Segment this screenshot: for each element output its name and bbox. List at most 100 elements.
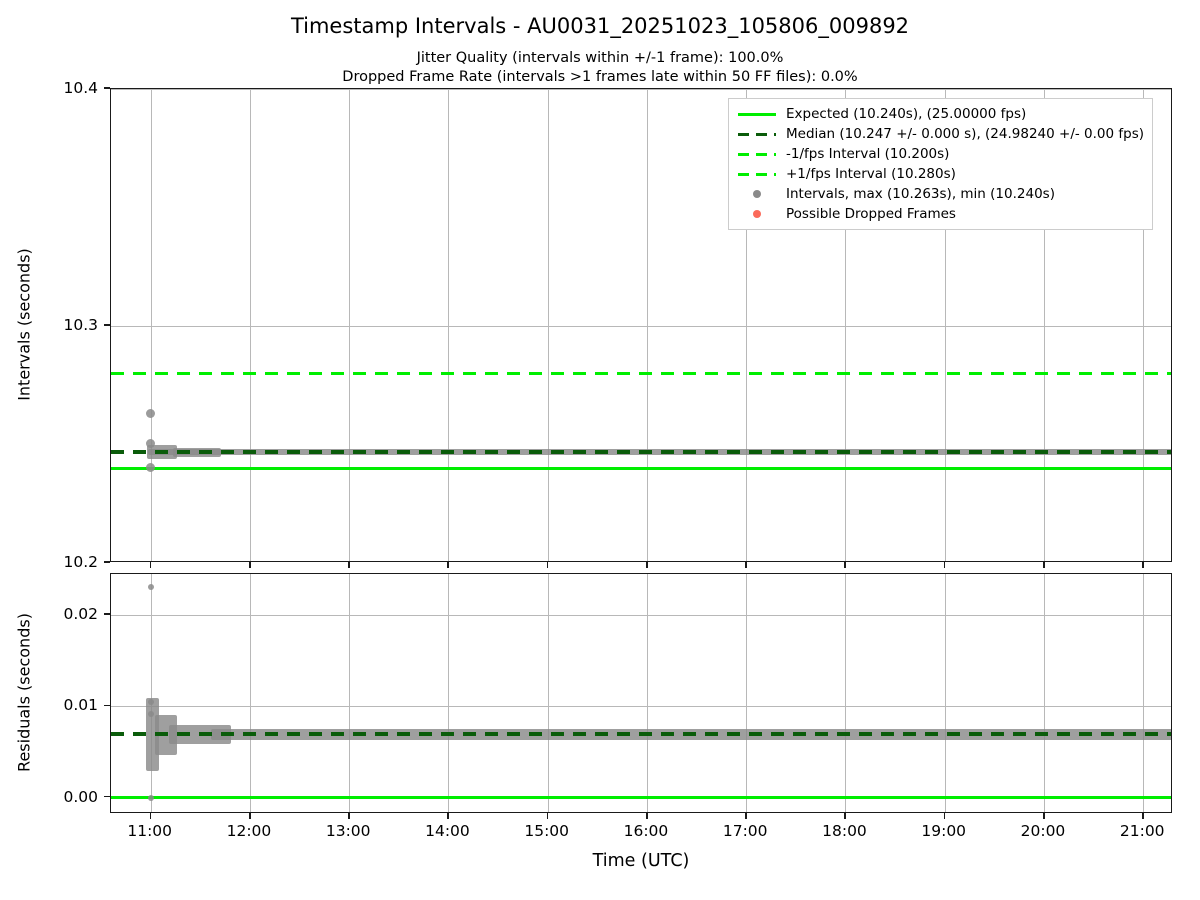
x-axis-tick (1142, 562, 1144, 568)
dropped-frame-rate-subtitle: Dropped Frame Rate (intervals >1 frames … (342, 69, 858, 85)
legend-dot-swatch-red (753, 210, 761, 218)
gridline-vertical (1043, 574, 1045, 812)
gridline-vertical (646, 574, 648, 812)
gridline-vertical (150, 89, 152, 561)
legend-item-label: Expected (10.240s), (25.00000 fps) (786, 106, 1027, 122)
y-axis-tick-label: 10.3 (63, 316, 98, 334)
jitter-quality-subtitle: Jitter Quality (intervals within +/-1 fr… (416, 50, 784, 66)
x-axis-tick (745, 562, 747, 568)
gridline-horizontal (111, 615, 1171, 617)
gridline-vertical (547, 574, 549, 812)
median-residual-line (111, 732, 1171, 736)
x-axis-tick-label: 12:00 (226, 822, 272, 840)
legend-item-label: Intervals, max (10.263s), min (10.240s) (786, 186, 1055, 202)
y-axis-tick (104, 561, 110, 563)
x-axis-tick (943, 562, 946, 568)
plus-one-fps-line (111, 371, 1171, 375)
x-axis-tick-label: 18:00 (822, 822, 867, 840)
y-axis-tick-label: 10.4 (63, 79, 98, 97)
median-line (111, 450, 1171, 454)
legend-key-line (736, 164, 778, 184)
x-axis-tick-label: 20:00 (1020, 822, 1066, 840)
legend-key-line (736, 124, 778, 144)
x-axis-tick-label: 17:00 (722, 822, 768, 840)
data-point (147, 583, 154, 590)
x-axis-tick-label: 14:00 (425, 822, 470, 840)
x-axis-tick (1142, 813, 1144, 819)
y-axis-tick (104, 795, 110, 798)
gridline-vertical (349, 89, 351, 561)
data-point (147, 794, 154, 801)
data-point (146, 409, 156, 419)
gridline-vertical (1143, 574, 1145, 812)
zero-residual-line (111, 796, 1171, 800)
x-axis-tick (348, 813, 350, 819)
x-axis-tick (546, 813, 549, 819)
legend-line-swatch-dash-green (738, 172, 776, 176)
x-axis-tick-label: 19:00 (921, 822, 967, 840)
x-axis-tick (943, 813, 946, 819)
gridline-vertical (448, 89, 450, 561)
x-axis-tick (149, 562, 152, 568)
y-axis-tick-label: 0.02 (63, 605, 98, 624)
legend-line-swatch-solid-green (738, 112, 776, 116)
x-axis-tick (844, 562, 847, 568)
y-axis-tick (104, 87, 110, 89)
x-axis-tick-label: 16:00 (623, 822, 669, 840)
x-axis-tick (645, 562, 648, 568)
gridline-horizontal (111, 89, 1171, 90)
data-point (146, 438, 156, 448)
gridline-vertical (349, 574, 351, 812)
x-axis-tick-label: 15:00 (524, 822, 570, 840)
chart-legend: Expected (10.240s), (25.00000 fps) Median… (728, 98, 1154, 230)
gridline-vertical (249, 89, 251, 561)
gridline-vertical (150, 574, 152, 812)
legend-key-marker (736, 184, 778, 204)
chart-title: Timestamp Intervals - AU0031_20251023_10… (290, 14, 910, 38)
x-axis-tick (149, 813, 152, 819)
legend-item-label: Possible Dropped Frames (786, 206, 956, 222)
legend-item: Possible Dropped Frames (736, 204, 1144, 224)
x-axis-tick (447, 813, 450, 819)
x-axis-tick (745, 813, 747, 819)
minus-one-fps-line (111, 562, 1171, 563)
legend-key-marker (736, 204, 778, 224)
gridline-vertical (1043, 89, 1045, 561)
legend-item: -1/fps Interval (10.200s) (736, 144, 1144, 164)
residuals-plot-area (110, 573, 1172, 813)
gridline-vertical (547, 89, 549, 561)
x-axis-tick (248, 562, 251, 568)
gridline-vertical (646, 89, 648, 561)
gridline-horizontal (111, 706, 1171, 708)
y-axis-tick-label: 0.01 (63, 696, 98, 715)
x-axis-label: Time (UTC) (592, 851, 690, 871)
x-axis-tick (248, 813, 251, 819)
x-axis-tick (348, 562, 350, 568)
y-axis-tick (104, 324, 110, 326)
legend-item: Median (10.247 +/- 0.000 s), (24.98240 +… (736, 124, 1144, 144)
expected-line (111, 466, 1171, 470)
gridline-horizontal (111, 326, 1171, 327)
gridline-vertical (249, 574, 251, 812)
x-axis-tick-label: 13:00 (325, 822, 371, 840)
data-point (147, 710, 154, 717)
x-axis-tick-label: 21:00 (1119, 822, 1165, 840)
legend-dot-swatch-gray (753, 190, 761, 198)
x-axis-tick (844, 813, 847, 819)
gridline-vertical (746, 89, 748, 561)
legend-key-line (736, 144, 778, 164)
x-axis-tick-label: 11:00 (127, 822, 173, 840)
legend-line-swatch-dash-green (738, 152, 776, 156)
y-axis-tick-label: 0.00 (63, 787, 98, 806)
legend-item-label: -1/fps Interval (10.200s) (786, 146, 950, 162)
gridline-vertical (845, 89, 847, 561)
residuals-y-axis-label: Residuals (seconds) (14, 613, 34, 772)
data-point (146, 462, 156, 472)
intervals-y-axis-label: Intervals (seconds) (14, 248, 34, 401)
gridline-vertical (746, 574, 748, 812)
x-axis-tick (1042, 813, 1045, 819)
legend-item: +1/fps Interval (10.280s) (736, 164, 1144, 184)
x-axis-tick (645, 813, 648, 819)
gridline-vertical (944, 574, 946, 812)
